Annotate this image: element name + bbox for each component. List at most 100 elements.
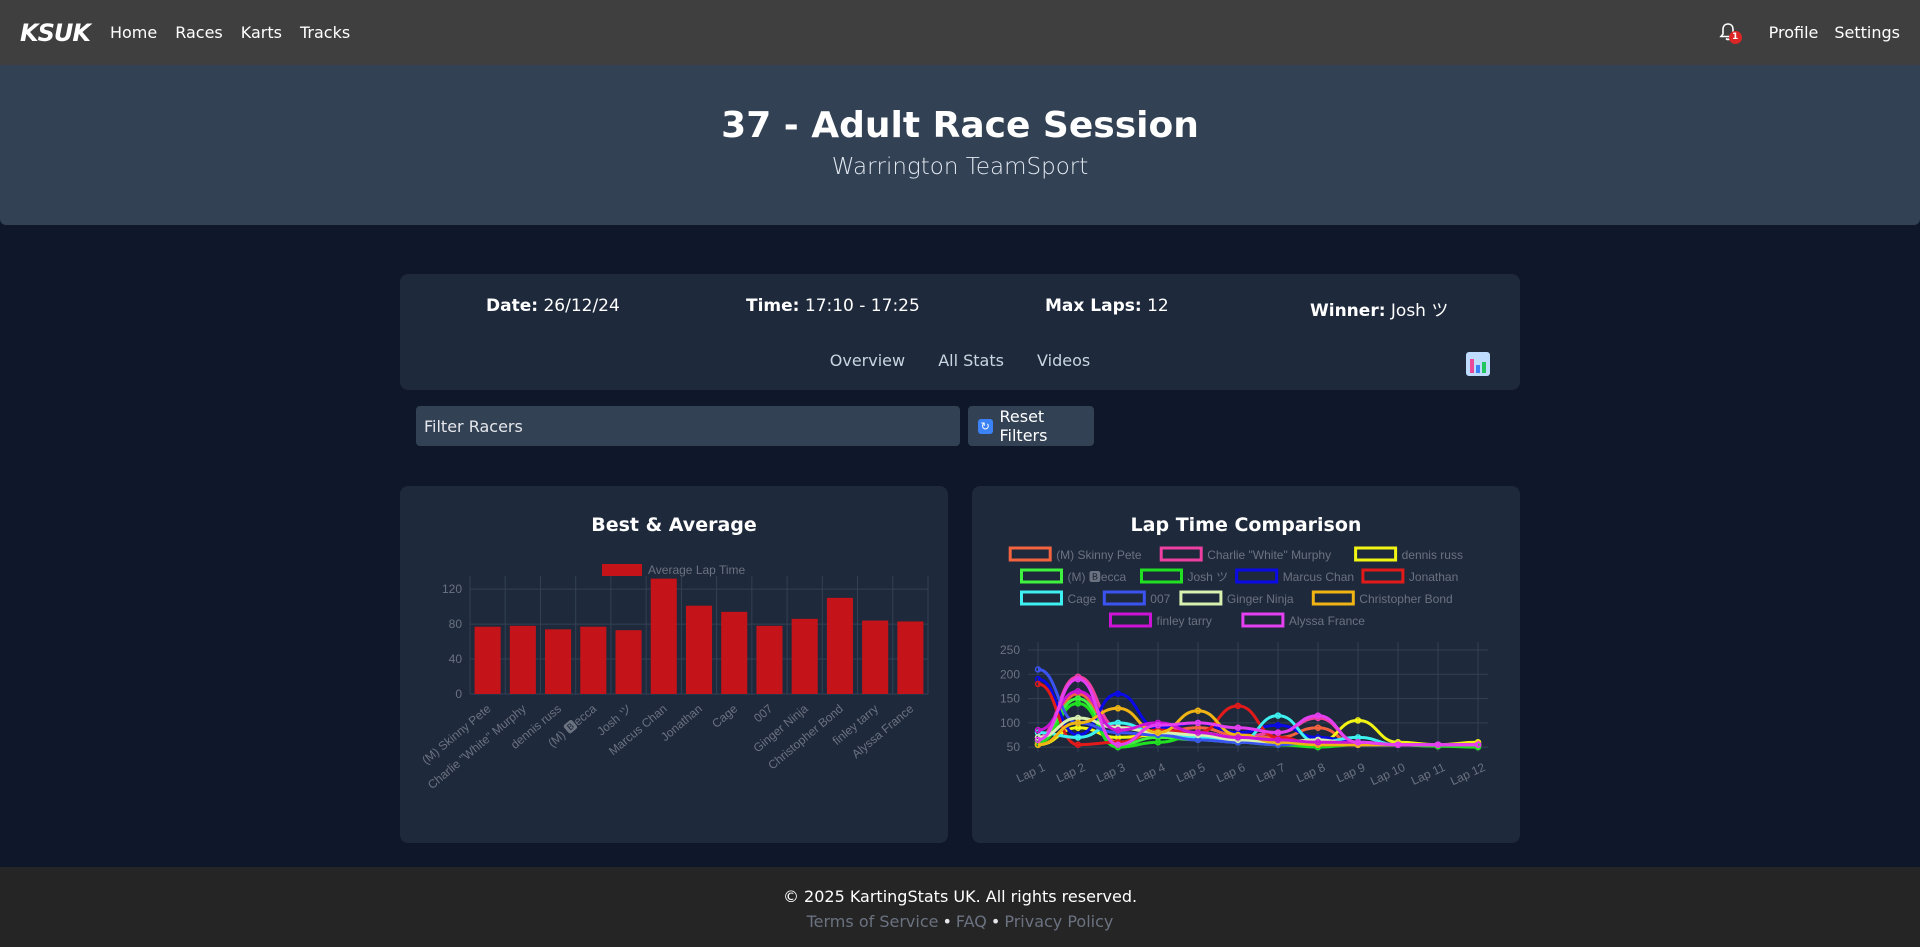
data-point <box>1074 734 1082 741</box>
race-time: Time: 17:10 - 17:25 <box>746 296 920 316</box>
x-tick-label: Lap 4 <box>1134 760 1167 786</box>
y-tick-label: 100 <box>1000 716 1020 730</box>
y-tick-label: 40 <box>449 652 463 666</box>
chart-title: Best & Average <box>591 514 757 536</box>
nav-home[interactable]: Home <box>109 23 158 42</box>
x-tick-label: 007 <box>751 701 776 725</box>
data-point <box>1314 724 1322 731</box>
y-tick-label: 200 <box>1000 667 1020 681</box>
legend-label: Marcus Chan <box>1283 570 1354 584</box>
legend-label: Cage <box>1068 592 1097 606</box>
page-title: 37 - Adult Race Session <box>721 105 1199 146</box>
legend-swatch <box>1140 568 1183 584</box>
data-point <box>1114 705 1122 712</box>
x-tick-label: Lap 11 <box>1409 760 1448 788</box>
race-date: Date: 26/12/24 <box>486 296 620 316</box>
legend-label: finley tarry <box>1157 614 1212 628</box>
x-tick-label: Lap 8 <box>1294 760 1327 786</box>
x-tick-label: Lap 12 <box>1448 760 1487 788</box>
legend-swatch <box>1354 546 1398 562</box>
copyright: © 2025 KartingStats UK. All rights reser… <box>782 887 1138 906</box>
data-point <box>1274 729 1282 736</box>
x-tick-label: Lap 9 <box>1334 760 1367 786</box>
nav-settings[interactable]: Settings <box>1834 23 1900 42</box>
legend-label: Jonathan <box>1409 570 1458 584</box>
terms-link[interactable]: Terms of Service <box>806 912 939 931</box>
legend-swatch <box>1159 546 1203 562</box>
bar <box>685 605 713 694</box>
bar-chart-icon[interactable] <box>1466 352 1490 376</box>
data-point <box>1314 739 1322 746</box>
data-point <box>1194 729 1202 736</box>
navbar: KSUK Home Races Karts Tracks 1 Profile S… <box>0 0 1920 65</box>
x-tick-label: Lap 2 <box>1054 760 1087 786</box>
race-winner: Winner: Josh ツ <box>1310 301 1449 321</box>
x-tick-label: Lap 10 <box>1368 760 1407 788</box>
notification-badge: 1 <box>1728 30 1742 44</box>
legend-swatch <box>1235 568 1279 584</box>
legend-label: Josh ツ <box>1188 570 1229 584</box>
data-point <box>1114 726 1122 734</box>
data-point <box>1074 719 1082 727</box>
filter-racers-input[interactable] <box>416 406 960 446</box>
reset-filters-button[interactable]: ↻ Reset Filters <box>968 406 1094 446</box>
bar <box>897 621 924 694</box>
data-point <box>1074 675 1082 683</box>
brand-logo[interactable]: KSUK <box>20 18 91 47</box>
data-point <box>1234 734 1242 741</box>
nav-profile[interactable]: Profile <box>1768 23 1819 42</box>
x-tick-label: Lap 1 <box>1014 760 1047 786</box>
data-point <box>1034 680 1042 688</box>
race-header: 37 - Adult Race Session Warrington TeamS… <box>0 65 1920 225</box>
nav-races[interactable]: Races <box>175 23 223 42</box>
y-tick-label: 150 <box>1000 692 1020 706</box>
legend-swatch <box>1311 590 1355 606</box>
tab-videos[interactable]: Videos <box>1037 351 1091 370</box>
x-tick-label: Lap 7 <box>1254 760 1287 786</box>
data-point <box>1274 722 1282 729</box>
legend-label: Charlie "White" Murphy <box>1207 548 1331 562</box>
data-point <box>1434 741 1442 748</box>
tab-overview[interactable]: Overview <box>829 351 906 370</box>
x-tick-label: Lap 6 <box>1214 760 1247 786</box>
bar <box>650 578 677 694</box>
race-tabs: Overview All Stats Videos <box>400 351 1520 370</box>
nav-karts[interactable]: Karts <box>240 23 282 42</box>
data-point <box>1074 688 1082 695</box>
legend-label: Christopher Bond <box>1359 592 1452 606</box>
bar <box>826 597 853 694</box>
bar <box>756 625 783 694</box>
data-point <box>1154 739 1162 746</box>
tab-all-stats[interactable]: All Stats <box>938 351 1004 370</box>
legend-swatch <box>1109 612 1152 628</box>
data-point <box>1354 717 1362 724</box>
data-point <box>1114 690 1122 697</box>
nav-right: 1 Profile Settings <box>1718 22 1900 44</box>
footer-links: Terms of Service • FAQ • Privacy Policy <box>0 912 1920 931</box>
separator: • <box>942 912 952 931</box>
x-tick-label: Cage <box>709 701 740 730</box>
x-tick-label: Lap 5 <box>1174 760 1207 786</box>
race-info-card: Date: 26/12/24 Time: 17:10 - 17:25 Max L… <box>400 274 1520 390</box>
legend-label: Alyssa France <box>1289 614 1365 628</box>
data-point <box>1394 741 1402 748</box>
notifications-button[interactable]: 1 <box>1718 22 1742 44</box>
nav-tracks[interactable]: Tracks <box>299 23 351 42</box>
data-point <box>1074 741 1082 748</box>
bar <box>615 630 642 694</box>
x-tick-label: Lap 3 <box>1094 760 1127 786</box>
faq-link[interactable]: FAQ <box>955 912 987 931</box>
legend-swatch <box>1361 568 1405 584</box>
data-point <box>1154 722 1162 729</box>
footer: © 2025 KartingStats UK. All rights reser… <box>0 867 1920 947</box>
race-max-laps: Max Laps: 12 <box>1045 296 1169 316</box>
legend-swatch <box>1102 590 1146 606</box>
chart-title: Lap Time Comparison <box>1130 514 1362 536</box>
y-tick-label: 120 <box>442 582 462 596</box>
privacy-link[interactable]: Privacy Policy <box>1004 912 1114 931</box>
data-point <box>1314 712 1322 719</box>
legend-label: dennis russ <box>1402 548 1463 562</box>
data-point <box>1234 724 1242 731</box>
legend-swatch <box>1020 568 1063 584</box>
legend-swatch <box>1179 590 1223 606</box>
